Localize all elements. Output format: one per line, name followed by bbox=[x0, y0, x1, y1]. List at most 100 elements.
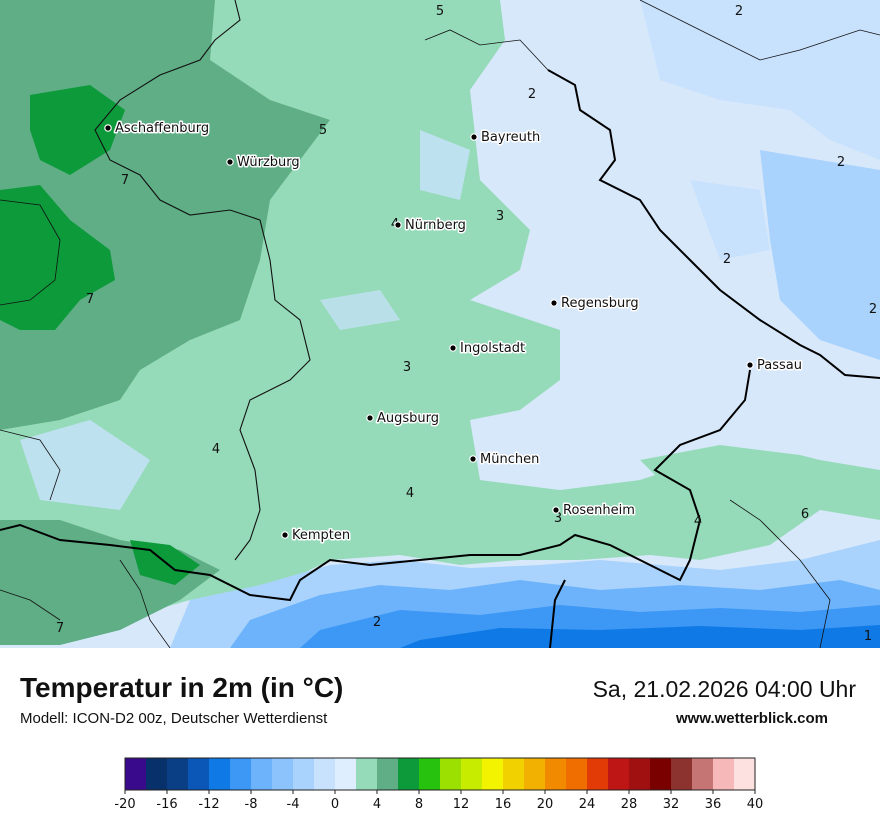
city-label: Augsburg bbox=[377, 411, 439, 426]
city-marker[interactable]: Passau bbox=[746, 357, 803, 375]
isotherm-label: 5 bbox=[436, 4, 444, 19]
colorbar-swatch bbox=[503, 758, 525, 790]
map-title: Temperatur in 2m (in °C) bbox=[20, 672, 344, 703]
colorbar-swatch bbox=[692, 758, 714, 790]
colorbar-swatch bbox=[566, 758, 588, 790]
colorbar-tick-label: 28 bbox=[621, 797, 638, 812]
colorbar-tick-label: 32 bbox=[663, 797, 680, 812]
temperature-colorbar: -20 -16 -12 -8 -4 0 4 8 12 16 20 24 28 32 36 40 bbox=[114, 757, 764, 812]
colorbar-swatch bbox=[482, 758, 504, 790]
isotherm-label: 4 bbox=[212, 442, 220, 457]
city-label: Nürnberg bbox=[405, 218, 466, 233]
city-marker[interactable]: Ingolstadt bbox=[449, 340, 527, 358]
isotherm-label: 3 bbox=[403, 360, 411, 375]
isotherm-label: 2 bbox=[869, 302, 877, 317]
colorbar-tick-label: -4 bbox=[287, 797, 300, 812]
colorbar-swatch bbox=[125, 758, 147, 790]
colorbar-swatch bbox=[167, 758, 189, 790]
city-dot bbox=[469, 455, 477, 463]
colorbar-swatch bbox=[209, 758, 231, 790]
city-label: Kempten bbox=[292, 528, 350, 543]
colorbar-swatch bbox=[587, 758, 609, 790]
city-dot bbox=[449, 344, 457, 352]
city-dot bbox=[552, 506, 560, 514]
colorbar-tick-label: 24 bbox=[579, 797, 596, 812]
city-marker[interactable]: Nürnberg bbox=[394, 217, 467, 235]
city-label: Bayreuth bbox=[481, 130, 540, 145]
colorbar-tick-label: 12 bbox=[453, 797, 470, 812]
colorbar-tick-label: -8 bbox=[245, 797, 258, 812]
colorbar-swatch bbox=[524, 758, 546, 790]
colorbar-tick-label: 16 bbox=[495, 797, 512, 812]
colorbar-swatch bbox=[377, 758, 399, 790]
map-footer: Temperatur in 2m (in °C) Modell: ICON-D2… bbox=[0, 648, 880, 830]
isotherm-label: 2 bbox=[528, 87, 536, 102]
isotherm-label: 6 bbox=[801, 507, 809, 522]
colorbar-tick-label: 4 bbox=[373, 797, 381, 812]
state-borders bbox=[0, 0, 311, 561]
isotherm-label: 2 bbox=[373, 615, 381, 630]
colorbar-tick-label: 40 bbox=[747, 797, 764, 812]
colorbar-swatch bbox=[419, 758, 441, 790]
city-label: Würzburg bbox=[237, 155, 300, 170]
city-dot bbox=[550, 299, 558, 307]
colorbar-swatch bbox=[713, 758, 735, 790]
colorbar-swatch bbox=[734, 758, 756, 790]
city-markers: Aschaffenburg Würzburg Bayreuth Nürnberg Reg… bbox=[104, 120, 803, 545]
colorbar-swatch bbox=[251, 758, 273, 790]
colorbar-tick-label: 0 bbox=[331, 797, 339, 812]
city-label: Rosenheim bbox=[563, 503, 635, 518]
city-dot bbox=[226, 158, 234, 166]
city-marker[interactable]: Regensburg bbox=[550, 295, 640, 313]
isotherm-label: 3 bbox=[554, 511, 562, 526]
colorbar-tick-label: 36 bbox=[705, 797, 722, 812]
temperature-field bbox=[0, 0, 880, 648]
isotherm-label: 4 bbox=[406, 486, 414, 501]
colorbar-swatch bbox=[398, 758, 420, 790]
colorbar-tick-label: 20 bbox=[537, 797, 554, 812]
isotherm-label: 7 bbox=[121, 173, 129, 188]
city-label: Passau bbox=[757, 358, 802, 373]
isotherm-label: 5 bbox=[319, 123, 327, 138]
city-dot bbox=[281, 531, 289, 539]
city-marker[interactable]: Aschaffenburg bbox=[104, 120, 211, 138]
city-label: München bbox=[480, 452, 539, 467]
isotherm-label: 7 bbox=[86, 292, 94, 307]
city-dot bbox=[366, 414, 374, 422]
city-marker[interactable]: München bbox=[469, 451, 541, 469]
city-dot bbox=[746, 361, 754, 369]
colorbar-tick-label: -16 bbox=[156, 797, 177, 812]
colorbar-swatch bbox=[629, 758, 651, 790]
map-canvas: 52252734272344463217 AschaffenburgWürzbu… bbox=[0, 0, 880, 648]
city-label: Ingolstadt bbox=[460, 341, 525, 356]
colorbar-swatch bbox=[314, 758, 336, 790]
isotherm-label: 2 bbox=[735, 4, 743, 19]
city-label: Aschaffenburg bbox=[115, 121, 209, 136]
city-marker[interactable]: Rosenheim bbox=[552, 502, 636, 520]
colorbar-swatch bbox=[671, 758, 693, 790]
colorbar-swatch bbox=[335, 758, 357, 790]
colorbar-tick-label: -20 bbox=[114, 797, 135, 812]
website-link[interactable]: www.wetterblick.com bbox=[676, 710, 828, 727]
city-label: Regensburg bbox=[561, 296, 639, 311]
country-borders bbox=[0, 69, 880, 648]
colorbar-swatch bbox=[293, 758, 315, 790]
colorbar-swatch bbox=[146, 758, 168, 790]
colorbar-swatch bbox=[650, 758, 672, 790]
isotherm-label: 2 bbox=[723, 252, 731, 267]
colorbar-swatch bbox=[461, 758, 483, 790]
city-marker[interactable]: Kempten bbox=[281, 527, 352, 545]
model-info: Modell: ICON-D2 00z, Deutscher Wetterdie… bbox=[20, 710, 328, 727]
colorbar-swatch bbox=[188, 758, 210, 790]
isotherm-label: 2 bbox=[837, 155, 845, 170]
city-marker[interactable]: Augsburg bbox=[366, 410, 441, 428]
city-marker[interactable]: Bayreuth bbox=[470, 129, 542, 147]
forecast-datetime: Sa, 21.02.2026 04:00 Uhr bbox=[592, 676, 856, 702]
temperature-map[interactable]: 52252734272344463217 AschaffenburgWürzbu… bbox=[0, 0, 880, 648]
colorbar-swatch bbox=[608, 758, 630, 790]
colorbar-swatch bbox=[230, 758, 252, 790]
colorbar-swatch bbox=[545, 758, 567, 790]
colorbar-swatch bbox=[356, 758, 378, 790]
city-dot bbox=[394, 221, 402, 229]
city-marker[interactable]: Würzburg bbox=[226, 154, 301, 172]
